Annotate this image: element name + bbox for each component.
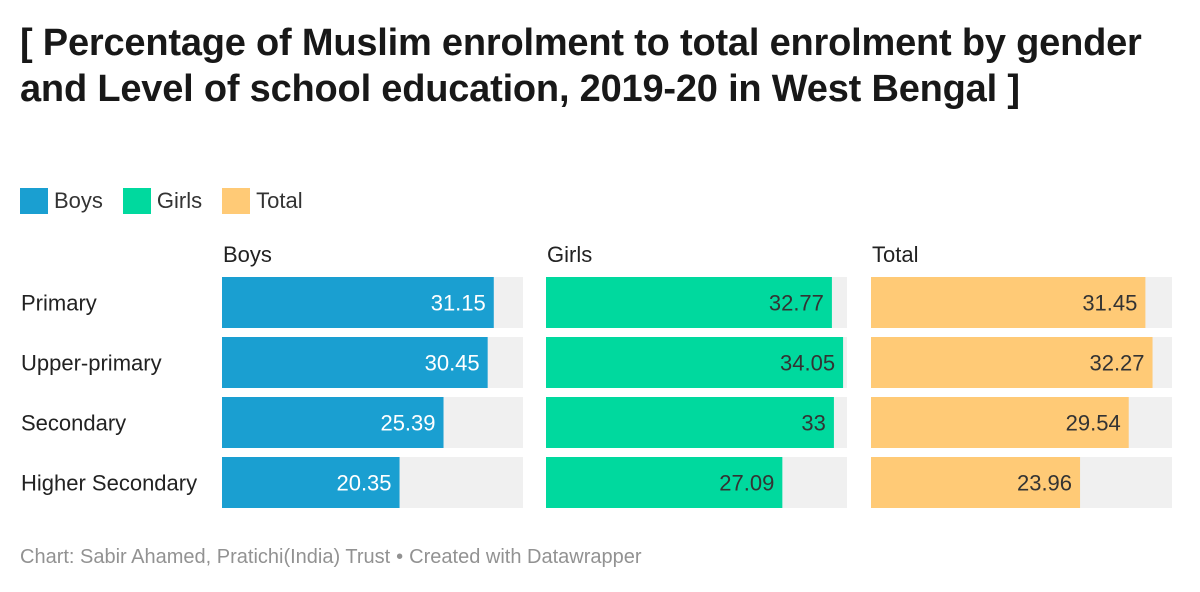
value-label-girls-higher-secondary: 27.09	[719, 471, 774, 496]
value-label-girls-secondary: 33	[801, 411, 825, 436]
legend-item-total: Total	[222, 188, 303, 214]
panel-header-boys: Boys	[223, 242, 272, 267]
bar-boys-secondary	[222, 397, 444, 448]
bar-girls-primary	[546, 277, 832, 328]
legend-swatch-total	[222, 188, 251, 214]
legend-swatch-boys	[20, 188, 48, 214]
value-label-total-secondary: 29.54	[1066, 411, 1121, 436]
legend-item-girls: Girls	[122, 188, 203, 214]
value-label-girls-upper-primary: 34.05	[780, 351, 835, 376]
bar-girls-higher-secondary	[546, 457, 783, 508]
chart-legend: Boys Girls Total	[20, 186, 323, 216]
bar-total-upper-primary	[871, 337, 1153, 388]
footer-separator: •	[396, 546, 404, 568]
bar-girls-secondary	[546, 397, 834, 448]
bar-total-primary	[871, 277, 1146, 328]
legend-label-boys: Boys	[54, 188, 103, 213]
bar-boys-higher-secondary	[222, 457, 400, 508]
category-label-upper-primary: Upper-primary	[21, 351, 162, 376]
category-label-higher-secondary: Higher Secondary	[21, 471, 197, 496]
value-label-boys-primary: 31.15	[431, 291, 486, 316]
footer-source: Chart: Sabir Ahamed, Pratichi(India) Tru…	[20, 546, 391, 568]
chart-title: [ Percentage of Muslim enrolment to tota…	[20, 22, 1142, 110]
value-label-total-upper-primary: 32.27	[1089, 351, 1144, 376]
panel-header-total: Total	[872, 242, 918, 267]
chart-footer: Chart: Sabir Ahamed, Pratichi(India) Tru…	[20, 546, 642, 569]
bar-boys-primary	[222, 277, 494, 328]
legend-item-boys: Boys	[20, 188, 103, 214]
value-label-total-higher-secondary: 23.96	[1017, 471, 1072, 496]
footer-credit: Created with Datawrapper	[409, 546, 642, 568]
legend-label-girls: Girls	[156, 188, 203, 213]
panel-header-girls: Girls	[547, 242, 592, 267]
bar-boys-upper-primary	[222, 337, 488, 388]
bar-total-higher-secondary	[871, 457, 1081, 508]
bar-girls-upper-primary	[546, 337, 844, 388]
bar-chart: Primary Upper-primary Secondary Higher Seco…	[21, 242, 1172, 508]
category-label-primary: Primary	[21, 291, 97, 316]
legend-swatch-girls	[122, 188, 151, 214]
bar-total-secondary	[871, 397, 1129, 448]
legend-label-total: Total	[256, 188, 303, 213]
value-label-boys-upper-primary: 30.45	[425, 351, 480, 376]
value-label-total-primary: 31.45	[1082, 291, 1137, 316]
value-label-girls-primary: 32.77	[769, 291, 824, 316]
value-label-boys-higher-secondary: 20.35	[336, 471, 391, 496]
value-label-boys-secondary: 25.39	[380, 411, 435, 436]
category-label-secondary: Secondary	[21, 411, 126, 436]
